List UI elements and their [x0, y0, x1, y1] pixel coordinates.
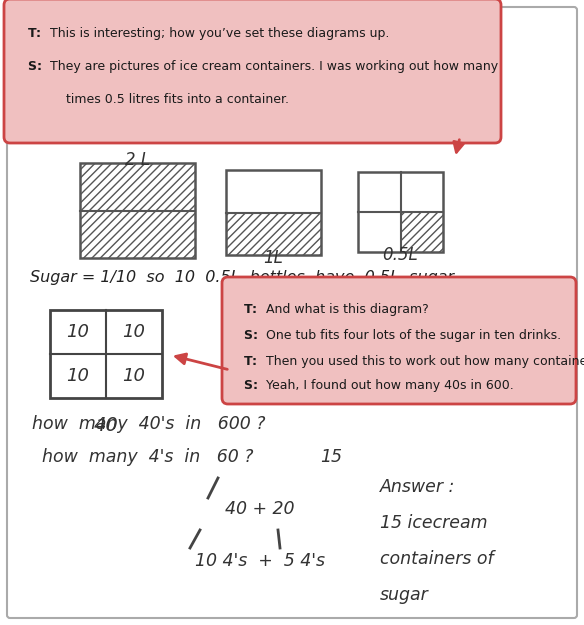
Bar: [358, 172, 443, 252]
Text: Yeah, I found out how many 40s in 600.: Yeah, I found out how many 40s in 600.: [266, 379, 514, 392]
Text: T:: T:: [244, 303, 262, 316]
Text: Then you used this to work out how many containers...?: Then you used this to work out how many …: [266, 355, 584, 368]
Bar: [80, 163, 195, 211]
Bar: [226, 213, 321, 255]
Text: 10: 10: [123, 323, 145, 341]
Text: S:: S:: [28, 60, 46, 73]
Text: 2 L: 2 L: [125, 151, 150, 169]
Text: S:: S:: [244, 379, 262, 392]
Bar: [226, 170, 321, 255]
Text: 15: 15: [320, 448, 342, 466]
Bar: [80, 211, 195, 258]
Text: how  many  40's  in   600 ?: how many 40's in 600 ?: [32, 415, 266, 433]
Text: And what is this diagram?: And what is this diagram?: [266, 303, 429, 316]
Text: T:: T:: [244, 355, 262, 368]
Text: Answer :: Answer :: [380, 478, 456, 496]
Text: 1L: 1L: [263, 249, 283, 267]
Bar: [80, 163, 195, 258]
Text: 10: 10: [123, 367, 145, 385]
Text: how  many  4's  in   60 ?: how many 4's in 60 ?: [42, 448, 253, 466]
Text: 40: 40: [93, 416, 119, 435]
Text: 40 + 20: 40 + 20: [225, 500, 294, 518]
Text: sugar: sugar: [380, 586, 429, 604]
FancyBboxPatch shape: [222, 277, 576, 404]
Text: 10 4's  +  5 4's: 10 4's + 5 4's: [195, 552, 325, 570]
Text: 10: 10: [67, 323, 89, 341]
Text: containers of: containers of: [380, 550, 493, 568]
Text: This is interesting; how you’ve set these diagrams up.: This is interesting; how you’ve set thes…: [50, 27, 390, 40]
Text: They are pictures of ice cream containers. I was working out how many: They are pictures of ice cream container…: [50, 60, 498, 73]
Text: times 0.5 litres fits into a container.: times 0.5 litres fits into a container.: [50, 93, 289, 106]
FancyBboxPatch shape: [4, 0, 501, 143]
Text: 0.5L: 0.5L: [383, 246, 418, 264]
Text: 10: 10: [67, 367, 89, 385]
Bar: [50, 310, 162, 398]
Text: T:: T:: [28, 27, 46, 40]
Bar: [401, 212, 443, 252]
Text: 15 icecream: 15 icecream: [380, 514, 488, 532]
FancyBboxPatch shape: [7, 7, 577, 618]
Text: One tub fits four lots of the sugar in ten drinks.: One tub fits four lots of the sugar in t…: [266, 329, 561, 342]
Text: Sugar = 1/10  so  10  0.5L  bottles  have  0.5L  sugar.: Sugar = 1/10 so 10 0.5L bottles have 0.5…: [30, 270, 458, 285]
Text: S:: S:: [244, 329, 262, 342]
